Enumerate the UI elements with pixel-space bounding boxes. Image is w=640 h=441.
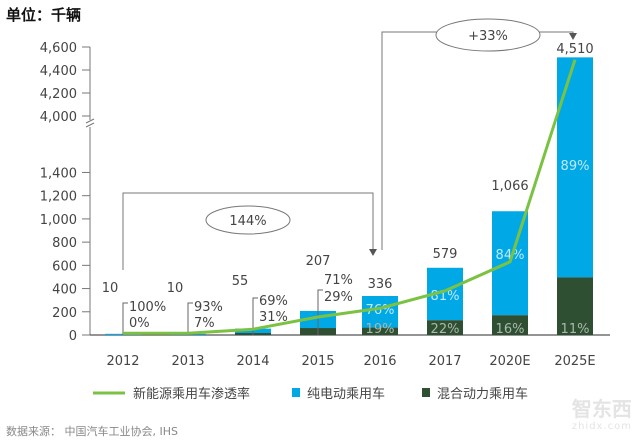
legend-swatch-hybrid bbox=[422, 388, 430, 397]
pure-ev-share-label: 100% bbox=[129, 300, 166, 315]
hybrid-share-label: 31% bbox=[259, 310, 288, 325]
total-label: 4,510 bbox=[556, 42, 593, 57]
total-label: 55 bbox=[232, 274, 249, 289]
hybrid-share-label: 11% bbox=[561, 322, 590, 337]
hybrid-share-label: 7% bbox=[194, 316, 215, 331]
pure-ev-share-label: 69% bbox=[259, 294, 288, 309]
pure-ev-share-label: 84% bbox=[496, 248, 525, 263]
axis-break-mark bbox=[85, 118, 95, 124]
arrow-down-icon bbox=[569, 33, 577, 40]
total-label: 579 bbox=[433, 247, 458, 262]
watermark-main: 智东西 bbox=[571, 397, 632, 421]
watermark-logo: 智东西 zhidx.com bbox=[571, 397, 632, 436]
x-tick-label: 2014 bbox=[236, 354, 269, 369]
bar-hybrid-2016 bbox=[362, 327, 398, 335]
arrow-down-icon bbox=[369, 249, 377, 256]
total-label: 207 bbox=[306, 254, 331, 269]
hybrid-share-label: 29% bbox=[324, 290, 353, 305]
x-tick-label: 2017 bbox=[428, 354, 461, 369]
bar-pure-ev-2016 bbox=[362, 295, 398, 328]
cagr-bracket-2012-2016 bbox=[122, 192, 374, 270]
y-tick-label: 400 bbox=[52, 283, 77, 298]
total-label: 10 bbox=[102, 281, 119, 296]
y-tick-label: 1,400 bbox=[40, 166, 77, 181]
leader-line bbox=[252, 297, 258, 335]
y-tick-label: 4,600 bbox=[40, 41, 77, 56]
x-tick-label: 2013 bbox=[171, 354, 204, 369]
x-tick-label: 2016 bbox=[363, 354, 396, 369]
x-tick-label: 2020E bbox=[489, 354, 530, 369]
bar-hybrid-2020E bbox=[492, 315, 528, 335]
pure-ev-share-label: 71% bbox=[324, 273, 353, 288]
hybrid-share-label: 0% bbox=[129, 316, 150, 331]
watermark-sub: zhidx.com bbox=[571, 421, 632, 432]
source-note: 数据来源： 中国汽车工业协会, IHS bbox=[6, 425, 178, 438]
y-tick-label: 4,400 bbox=[40, 64, 77, 79]
hybrid-share-label: 16% bbox=[496, 322, 525, 337]
unit-label: 单位：千辆 bbox=[6, 6, 82, 24]
y-tick-label: 1,200 bbox=[40, 190, 77, 205]
y-tick-label: 1,000 bbox=[40, 213, 77, 228]
y-tick-label: 600 bbox=[52, 259, 77, 274]
legend-label-penetration: 新能源乘用车渗透率 bbox=[133, 386, 250, 402]
leader-line bbox=[317, 289, 323, 335]
x-tick-label: 2015 bbox=[301, 354, 334, 369]
legend-swatch-pure-ev bbox=[292, 388, 300, 397]
cagr-ellipse bbox=[435, 18, 541, 52]
x-tick-label: 2025E bbox=[554, 354, 595, 369]
hybrid-share-label: 19% bbox=[366, 322, 395, 337]
legend-label-pure-ev: 纯电动乘用车 bbox=[307, 386, 385, 402]
total-label: 1,066 bbox=[491, 179, 528, 194]
total-label: 336 bbox=[368, 277, 393, 292]
hybrid-share-label: 22% bbox=[431, 322, 460, 337]
legend-label-hybrid: 混合动力乘用车 bbox=[437, 386, 528, 402]
cagr-label-33: +33% bbox=[468, 29, 508, 44]
cagr-ellipse bbox=[205, 205, 291, 235]
total-label: 10 bbox=[167, 281, 184, 296]
y-tick-label: 4,200 bbox=[40, 87, 77, 102]
y-tick-label: 0 bbox=[69, 329, 77, 344]
bar-hybrid-2017 bbox=[427, 320, 463, 335]
y-tick-label: 200 bbox=[52, 306, 77, 321]
leader-line bbox=[122, 302, 128, 335]
axis-break-mark bbox=[85, 122, 95, 128]
x-tick-label: 2012 bbox=[106, 354, 139, 369]
cagr-label-144: 144% bbox=[229, 214, 266, 229]
leader-line bbox=[187, 302, 193, 335]
pure-ev-share-label: 93% bbox=[194, 300, 223, 315]
penetration-rate-line bbox=[123, 59, 577, 335]
y-tick-label: 4,000 bbox=[40, 110, 77, 125]
cagr-bracket-2016-2025 bbox=[381, 31, 574, 250]
pure-ev-share-label: 89% bbox=[561, 159, 590, 174]
y-tick-label: 800 bbox=[52, 236, 77, 251]
bar-hybrid-2025E bbox=[557, 277, 593, 335]
